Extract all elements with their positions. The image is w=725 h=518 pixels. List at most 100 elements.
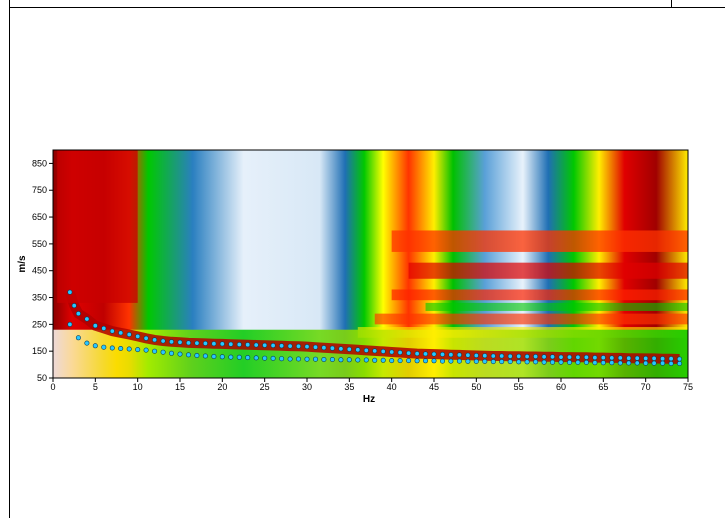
curve-point-0-29 bbox=[304, 344, 310, 350]
curve-point-1-42 bbox=[422, 358, 428, 364]
x-tick-label-2: 10 bbox=[133, 382, 143, 392]
heatmap-band-3 bbox=[425, 302, 688, 311]
curve-point-1-68 bbox=[643, 360, 649, 366]
curve-point-0-47 bbox=[456, 352, 462, 358]
y-axis-title: m/s bbox=[17, 255, 28, 273]
curve-point-1-9 bbox=[143, 347, 149, 353]
curve-point-1-2 bbox=[84, 340, 90, 346]
curve-point-1-54 bbox=[524, 359, 530, 365]
curve-point-0-45 bbox=[439, 351, 445, 357]
curve-point-0-5 bbox=[101, 325, 107, 331]
curve-point-0-30 bbox=[312, 344, 318, 350]
curve-point-1-65 bbox=[617, 360, 623, 366]
x-tick-label-7: 35 bbox=[344, 382, 354, 392]
curve-point-1-7 bbox=[126, 346, 132, 352]
curve-point-1-23 bbox=[262, 355, 268, 361]
curve-point-1-21 bbox=[245, 355, 251, 361]
curve-point-1-33 bbox=[346, 357, 352, 363]
curve-point-1-69 bbox=[651, 360, 657, 366]
curve-point-0-11 bbox=[152, 337, 158, 343]
curve-point-0-52 bbox=[499, 353, 505, 359]
x-tick-label-15: 75 bbox=[683, 382, 693, 392]
curve-point-1-36 bbox=[372, 357, 378, 363]
y-tick-label-5: 550 bbox=[32, 239, 47, 249]
curve-point-0-63 bbox=[592, 355, 598, 361]
curve-point-1-35 bbox=[363, 357, 369, 363]
curve-point-1-59 bbox=[566, 359, 572, 365]
curve-point-1-18 bbox=[219, 354, 225, 360]
curve-point-1-13 bbox=[177, 351, 183, 357]
plot-area-border bbox=[52, 149, 689, 379]
curve-point-1-67 bbox=[634, 360, 640, 366]
curve-point-1-53 bbox=[516, 359, 522, 365]
curve-point-0-49 bbox=[473, 352, 479, 358]
curve-point-0-31 bbox=[321, 345, 327, 351]
curve-point-0-25 bbox=[270, 342, 276, 348]
curve-point-0-53 bbox=[507, 353, 513, 359]
x-tick-label-0: 0 bbox=[50, 382, 55, 392]
curve-point-1-32 bbox=[338, 357, 344, 363]
curve-point-0-32 bbox=[329, 345, 335, 351]
x-tick-label-11: 55 bbox=[514, 382, 524, 392]
curve-point-0-21 bbox=[236, 341, 242, 347]
curve-point-1-20 bbox=[236, 354, 242, 360]
curve-point-0-42 bbox=[414, 351, 420, 357]
curve-point-0-9 bbox=[135, 333, 141, 339]
curve-point-0-48 bbox=[465, 352, 471, 358]
curve-point-0-65 bbox=[609, 355, 615, 361]
curve-point-0-36 bbox=[363, 347, 369, 353]
curve-point-1-19 bbox=[228, 354, 234, 360]
curve-point-1-40 bbox=[406, 358, 412, 364]
x-tick-label-14: 70 bbox=[641, 382, 651, 392]
curve-point-0-16 bbox=[194, 340, 200, 346]
x-tick-label-3: 15 bbox=[175, 382, 185, 392]
curve-point-1-29 bbox=[312, 356, 318, 362]
curve-point-1-56 bbox=[541, 359, 547, 365]
curve-point-1-66 bbox=[626, 360, 632, 366]
x-axis-title: Hz bbox=[363, 394, 375, 405]
y-tick-label-1: 150 bbox=[32, 346, 47, 356]
curve-point-1-17 bbox=[211, 353, 217, 359]
curve-point-1-62 bbox=[592, 360, 598, 366]
curve-point-1-46 bbox=[456, 358, 462, 364]
curve-point-1-64 bbox=[609, 360, 615, 366]
x-axis: 0 5 10 15 20 25 30 35 40 45 50 55 60 65 70 75 bbox=[50, 378, 693, 392]
curve-point-1-71 bbox=[668, 360, 674, 366]
curve-point-0-69 bbox=[643, 355, 649, 361]
curve-point-0-56 bbox=[533, 353, 539, 359]
curve-point-1-25 bbox=[279, 356, 285, 362]
curve-point-0-12 bbox=[160, 338, 166, 344]
curve-point-0-13 bbox=[169, 339, 175, 345]
curve-point-0-33 bbox=[338, 346, 344, 352]
curve-point-1-31 bbox=[329, 356, 335, 362]
curve-point-0-38 bbox=[380, 348, 386, 354]
curve-point-0-57 bbox=[541, 354, 547, 360]
curve-point-1-61 bbox=[583, 359, 589, 365]
y-tick-label-6: 650 bbox=[32, 212, 47, 222]
y-tick-label-3: 350 bbox=[32, 293, 47, 303]
curve-point-0-4 bbox=[92, 323, 98, 329]
curve-point-0-20 bbox=[228, 341, 234, 347]
curve-point-1-70 bbox=[660, 360, 666, 366]
curve-point-1-50 bbox=[490, 359, 496, 365]
curve-point-0-70 bbox=[651, 355, 657, 361]
y-tick-label-4: 450 bbox=[32, 266, 47, 276]
curve-point-1-60 bbox=[575, 359, 581, 365]
heatmap-band-1 bbox=[408, 262, 688, 279]
curve-point-0-61 bbox=[575, 354, 581, 360]
curve-point-0-64 bbox=[600, 355, 606, 361]
curve-point-1-43 bbox=[431, 358, 437, 364]
curve-point-1-24 bbox=[270, 355, 276, 361]
curve-point-0-55 bbox=[524, 353, 530, 359]
x-tick-label-4: 20 bbox=[217, 382, 227, 392]
curve-point-0-50 bbox=[482, 353, 488, 359]
curve-point-1-4 bbox=[101, 344, 107, 350]
dispersion-curve-points bbox=[67, 289, 682, 366]
curve-point-0-19 bbox=[219, 341, 225, 347]
curve-point-0-1 bbox=[71, 303, 77, 309]
curve-point-0-35 bbox=[355, 347, 361, 353]
curve-point-0-59 bbox=[558, 354, 564, 360]
curve-point-1-8 bbox=[135, 347, 141, 353]
curve-point-0-2 bbox=[75, 311, 81, 317]
